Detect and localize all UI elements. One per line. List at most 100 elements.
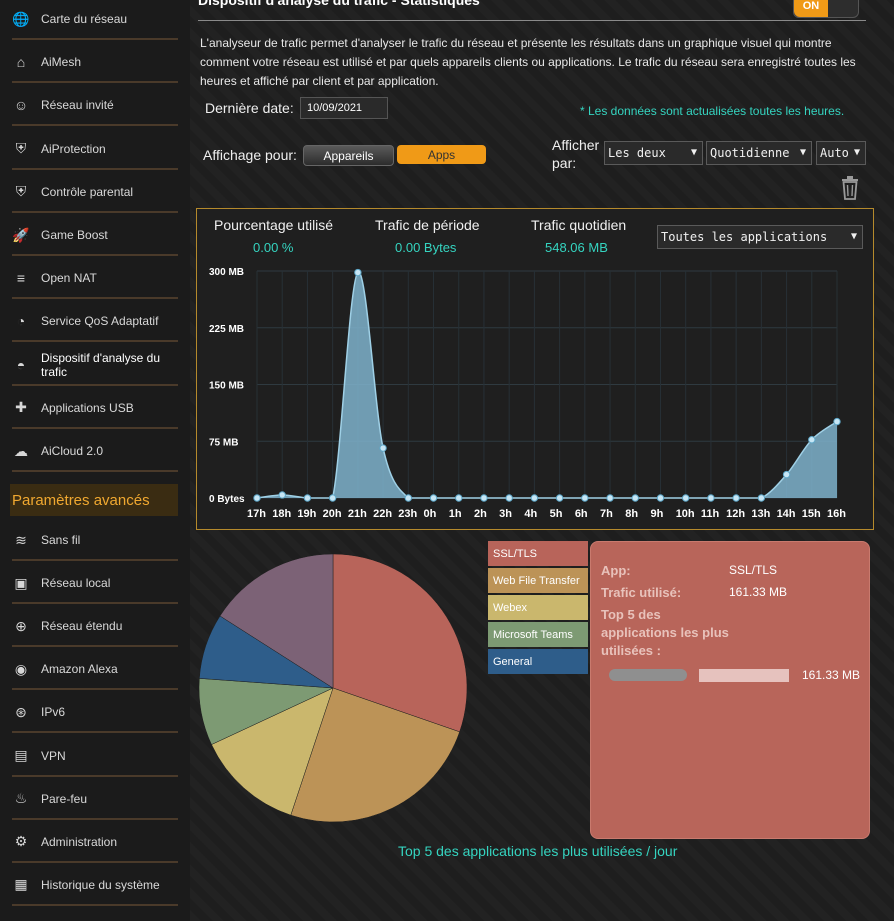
tooltip-app-value: SSL/TLS bbox=[729, 563, 778, 577]
sidebar-item-label: Dispositif d'analyse du trafic bbox=[41, 350, 161, 379]
sidebar-item[interactable]: 🌐 Carte du réseau bbox=[12, 0, 178, 40]
x-tick-label: 10h bbox=[676, 508, 695, 520]
sidebar-item-label: AiCloud 2.0 bbox=[41, 444, 104, 458]
legend-item[interactable]: Web File Transfer bbox=[488, 568, 588, 593]
sidebar-item[interactable]: ⊕ Réseau étendu bbox=[12, 607, 178, 648]
sidebar-item[interactable]: ▣ Réseau local bbox=[12, 564, 178, 605]
date-input[interactable] bbox=[300, 97, 388, 119]
y-tick-label: 225 MB bbox=[209, 324, 244, 335]
period-value: Quotidienne bbox=[710, 146, 790, 160]
legend-item[interactable]: SSL/TLS bbox=[488, 541, 588, 566]
chevron-down-icon: ▼ bbox=[853, 147, 860, 158]
x-tick-label: 8h bbox=[625, 508, 638, 520]
data-point bbox=[555, 494, 564, 502]
apps-button[interactable]: Apps bbox=[397, 145, 486, 164]
sidebar-item[interactable]: ≡ Open NAT bbox=[12, 259, 178, 300]
sidebar-item[interactable]: ≋ Sans fil bbox=[12, 521, 178, 561]
sidebar-item[interactable]: ◉ Amazon Alexa bbox=[12, 650, 178, 691]
x-tick-label: 6h bbox=[575, 508, 588, 520]
legend-item[interactable]: General bbox=[488, 649, 588, 674]
nat-icon: ≡ bbox=[16, 270, 26, 287]
data-point bbox=[808, 436, 816, 444]
sidebar-item-label: Open NAT bbox=[41, 271, 97, 286]
pie-slice[interactable] bbox=[290, 687, 460, 823]
pie-slice[interactable] bbox=[332, 553, 468, 733]
puzzle-icon: ✚ bbox=[15, 399, 27, 416]
data-point bbox=[505, 494, 513, 502]
x-tick-label: 22h bbox=[373, 508, 392, 520]
ipv6-icon: ⊛ bbox=[15, 703, 27, 720]
traffic-area bbox=[257, 272, 837, 498]
sidebar-item[interactable]: ♨ Pare-feu bbox=[12, 780, 178, 820]
log-icon: ▦ bbox=[14, 876, 28, 893]
traffic-analyzer-toggle[interactable]: ON bbox=[793, 0, 859, 18]
x-tick-label: 13h bbox=[751, 508, 770, 520]
pie-slice[interactable] bbox=[219, 553, 334, 689]
toggle-on-label: ON bbox=[794, 0, 828, 17]
sidebar-item-label: Réseau invité bbox=[41, 98, 114, 113]
sidebar-item[interactable]: ▤ VPN bbox=[12, 737, 178, 777]
sidebar-item[interactable]: ⚙ Administration bbox=[12, 823, 178, 863]
x-tick-label: 7h bbox=[600, 508, 613, 520]
pie-slice[interactable] bbox=[211, 687, 334, 816]
legend-item[interactable]: Webex bbox=[488, 595, 588, 620]
rocket-icon: 🚀 bbox=[12, 226, 30, 243]
lan-icon: ▣ bbox=[14, 574, 28, 591]
x-tick-label: 19h bbox=[297, 508, 316, 520]
application-filter-select[interactable]: Toutes les applications ▼ bbox=[657, 225, 863, 249]
tooltip-traffic-label: Trafic utilisé: bbox=[601, 585, 682, 600]
trash-icon[interactable] bbox=[840, 176, 860, 200]
main-content: Dispositif d'analyse du trafic - Statist… bbox=[190, 0, 894, 921]
data-point bbox=[833, 417, 841, 426]
unit-value: Auto bbox=[820, 146, 849, 160]
x-tick-label: 0h bbox=[424, 508, 437, 520]
sidebar-item-label: Pare-feu bbox=[41, 791, 88, 806]
x-tick-label: 5h bbox=[550, 508, 563, 520]
devices-button[interactable]: Appareils bbox=[303, 145, 394, 166]
top-apps-pie-chart bbox=[198, 553, 468, 823]
sidebar-item[interactable]: ⛨ Contrôle parental bbox=[12, 173, 178, 213]
sidebar-item[interactable]: ⛨ AiProtection bbox=[12, 130, 178, 170]
cloud-icon: ☁ bbox=[14, 442, 28, 459]
y-tick-label: 75 MB bbox=[209, 437, 238, 448]
admin-gear-icon: ⚙ bbox=[14, 833, 28, 850]
guest-icon: ☺ bbox=[13, 97, 29, 114]
x-tick-label: 12h bbox=[726, 508, 745, 520]
period-traffic-label: Trafic de période bbox=[375, 217, 480, 233]
parental-lock-icon: ⛨ bbox=[15, 183, 27, 200]
sidebar-item-label: Réseau étendu bbox=[41, 619, 123, 634]
sidebar-item-label: Historique du système bbox=[41, 877, 160, 892]
x-tick-label: 17h bbox=[247, 508, 266, 520]
redacted-client-name bbox=[609, 669, 687, 681]
legend-item[interactable]: Microsoft Teams bbox=[488, 622, 588, 647]
title-divider bbox=[198, 20, 866, 21]
unit-select[interactable]: Auto ▼ bbox=[816, 141, 866, 165]
x-tick-label: 14h bbox=[777, 508, 796, 520]
data-point bbox=[707, 494, 715, 502]
sidebar-item[interactable]: ☺ Réseau invité bbox=[12, 86, 178, 127]
sidebar-item[interactable]: ⊛ IPv6 bbox=[12, 693, 178, 734]
sidebar-item[interactable]: ✚ Applications USB bbox=[12, 389, 178, 429]
sidebar-item-label: Carte du réseau bbox=[41, 12, 128, 26]
top-client-value: 161.33 MB bbox=[802, 668, 861, 682]
show-for-label: Affichage pour: bbox=[203, 147, 297, 163]
sidebar-item-label: Contrôle parental bbox=[41, 184, 134, 199]
data-point bbox=[480, 494, 488, 502]
x-tick-label: 11h bbox=[701, 508, 720, 520]
data-point bbox=[606, 494, 614, 502]
data-point bbox=[379, 444, 387, 452]
sidebar-item[interactable]: ◓ Dispositif d'analyse du trafic bbox=[12, 346, 178, 386]
sidebar-item[interactable]: ▦ Historique du système bbox=[12, 866, 178, 906]
sidebar-item[interactable]: ⌂ AiMesh bbox=[12, 43, 178, 84]
data-point bbox=[581, 494, 589, 502]
x-tick-label: 4h bbox=[524, 508, 537, 520]
x-tick-label: 23h bbox=[398, 508, 417, 520]
chevron-down-icon: ▼ bbox=[799, 147, 806, 158]
sidebar-item[interactable]: 🚀 Game Boost bbox=[12, 216, 178, 256]
sidebar-item[interactable]: ◔ Service QoS Adaptatif bbox=[12, 302, 178, 343]
traffic-direction-select[interactable]: Les deux ▼ bbox=[604, 141, 703, 165]
period-select[interactable]: Quotidienne ▼ bbox=[706, 141, 812, 165]
data-point bbox=[253, 494, 261, 502]
sidebar-item[interactable]: ☁ AiCloud 2.0 bbox=[12, 432, 178, 472]
vpn-icon: ▤ bbox=[14, 747, 28, 763]
